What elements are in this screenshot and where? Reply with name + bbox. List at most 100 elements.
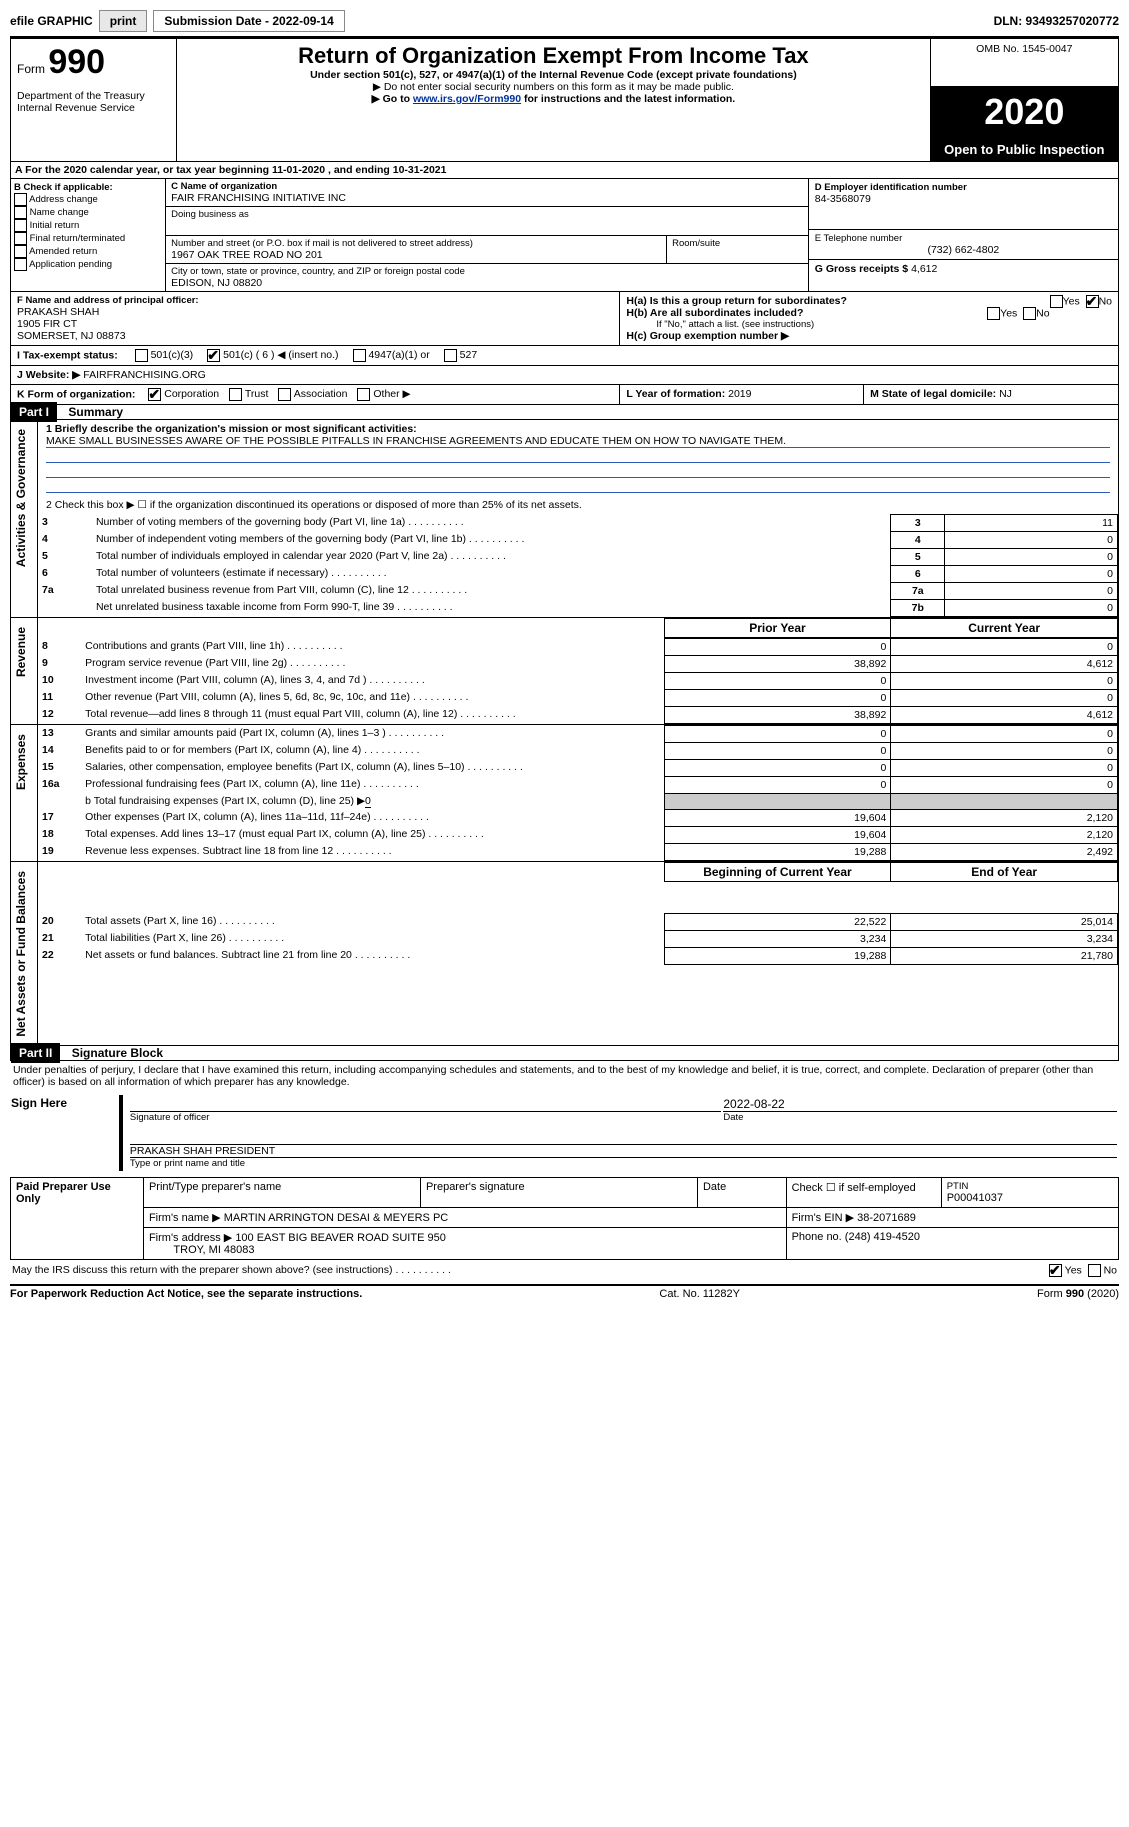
- dept1: Department of the Treasury: [17, 90, 170, 102]
- org-form-opt[interactable]: Trust: [229, 388, 268, 400]
- form-title: Return of Organization Exempt From Incom…: [183, 43, 923, 69]
- efile-label: efile GRAPHIC: [10, 14, 93, 28]
- boxb-opt[interactable]: Initial return: [14, 219, 162, 232]
- top-bar: efile GRAPHIC print Submission Date - 20…: [10, 10, 1119, 32]
- footer-left: For Paperwork Reduction Act Notice, see …: [10, 1288, 362, 1300]
- sign-here: Sign Here: [10, 1095, 121, 1171]
- form-number: 990: [48, 43, 105, 81]
- m-label: M State of legal domicile:: [870, 388, 996, 400]
- org-form-opt[interactable]: Association: [278, 388, 347, 400]
- hb-label: H(b) Are all subordinates included?: [626, 307, 803, 319]
- c-name-label: C Name of organization: [171, 181, 803, 192]
- boxb-opt[interactable]: Application pending: [14, 258, 162, 271]
- footer-cat: Cat. No. 11282Y: [659, 1288, 740, 1300]
- note-goto-pre: ▶ Go to: [372, 93, 413, 105]
- form-subtitle: Under section 501(c), 527, or 4947(a)(1)…: [183, 69, 923, 81]
- org-form-opt[interactable]: Other ▶: [357, 388, 410, 400]
- note-ssn: ▶ Do not enter social security numbers o…: [183, 81, 923, 93]
- firm-phone-lbl: Phone no.: [792, 1231, 842, 1243]
- cy-label: Current Year: [891, 618, 1118, 637]
- j-label: J Website: ▶: [17, 369, 80, 381]
- part1-title: Summary: [60, 405, 123, 419]
- prep-h1: Preparer's signature: [420, 1178, 697, 1208]
- firm-phone: (248) 419-4520: [845, 1231, 920, 1243]
- sig-officer-lbl: Signature of officer: [130, 1112, 721, 1123]
- py-label: Prior Year: [664, 618, 891, 637]
- org-form-opt[interactable]: Corporation: [148, 388, 219, 400]
- officer-name: PRAKASH SHAH: [17, 306, 613, 318]
- omb: OMB No. 1545-0047: [930, 39, 1118, 87]
- footer-right: Form 990 (2020): [1037, 1288, 1119, 1300]
- city-label: City or town, state or province, country…: [171, 266, 803, 277]
- self-emp: Check ☐ if self-employed: [786, 1178, 941, 1208]
- ptin-lbl: PTIN: [947, 1181, 1113, 1192]
- l-label: L Year of formation:: [626, 388, 725, 400]
- note-goto-post: for instructions and the latest informat…: [521, 93, 735, 105]
- boxb-opt[interactable]: Name change: [14, 206, 162, 219]
- gov-label: Activities & Governance: [12, 421, 30, 575]
- g-label: G Gross receipts $: [815, 263, 908, 275]
- tax-status-opt[interactable]: 527: [444, 349, 477, 361]
- irs-link[interactable]: www.irs.gov/Form990: [413, 93, 521, 105]
- sig-date: 2022-08-22: [723, 1097, 1117, 1111]
- firm-ein-lbl: Firm's EIN ▶: [792, 1212, 855, 1224]
- street-address: 1967 OAK TREE ROAD NO 201: [171, 249, 661, 261]
- state-domicile: NJ: [999, 388, 1012, 400]
- tax-status-opt[interactable]: 501(c)(3): [135, 349, 194, 361]
- gross-receipts: 4,612: [911, 263, 937, 275]
- i-label: I Tax-exempt status:: [17, 349, 118, 361]
- officer-typed-lbl: Type or print name and title: [130, 1157, 1117, 1169]
- sig-date-lbl: Date: [723, 1112, 1117, 1123]
- boy-label: Beginning of Current Year: [664, 862, 891, 881]
- dept2: Internal Revenue Service: [17, 102, 170, 114]
- k-label: K Form of organization:: [17, 388, 135, 400]
- ptin: P00041037: [947, 1192, 1113, 1204]
- eoy-label: End of Year: [891, 862, 1118, 881]
- officer-addr1: 1905 FIR CT: [17, 318, 613, 330]
- city-state-zip: EDISON, NJ 08820: [171, 277, 803, 289]
- prep-h0: Print/Type preparer's name: [143, 1178, 420, 1208]
- submission-date: Submission Date - 2022-09-14: [153, 10, 344, 32]
- tax-status-opt[interactable]: 4947(a)(1) or: [353, 349, 430, 361]
- org-name: FAIR FRANCHISING INITIATIVE INC: [171, 192, 803, 204]
- line-a: A For the 2020 calendar year, or tax yea…: [10, 162, 1119, 178]
- penalty-text: Under penalties of perjury, I declare th…: [10, 1061, 1119, 1091]
- boxb-opt[interactable]: Amended return: [14, 245, 162, 258]
- room-label: Room/suite: [667, 235, 808, 263]
- boxb-opt[interactable]: Final return/terminated: [14, 232, 162, 245]
- part1-label: Part I: [11, 402, 57, 422]
- firm-addr-lbl: Firm's address ▶: [149, 1232, 232, 1244]
- firm-addr1: 100 EAST BIG BEAVER ROAD SUITE 950: [235, 1232, 446, 1244]
- firm-lbl: Firm's name ▶: [149, 1212, 221, 1224]
- form-header: Form 990 Return of Organization Exempt F…: [10, 38, 1119, 162]
- tax-year: 2020: [930, 86, 1118, 137]
- line2: 2 Check this box ▶ ☐ if the organization…: [38, 496, 1119, 514]
- part2-title: Signature Block: [64, 1046, 163, 1060]
- firm-ein: 38-2071689: [857, 1212, 916, 1224]
- ein: 84-3568079: [815, 193, 1112, 205]
- boxb-opt[interactable]: Address change: [14, 193, 162, 206]
- open-public: Open to Public Inspection: [930, 137, 1118, 161]
- tax-status-opt[interactable]: 501(c) ( 6 ) ◀ (insert no.): [207, 349, 338, 361]
- ein-label: D Employer identification number: [815, 182, 1112, 193]
- hb-note: If "No," attach a list. (see instruction…: [626, 319, 1112, 330]
- prep-h2: Date: [697, 1178, 786, 1208]
- print-button[interactable]: print: [99, 10, 148, 32]
- exp-label: Expenses: [12, 726, 30, 798]
- net-label: Net Assets or Fund Balances: [12, 863, 30, 1045]
- mission-q: 1 Briefly describe the organization's mi…: [46, 423, 1110, 435]
- paid-preparer-label: Paid Preparer Use Only: [11, 1178, 144, 1260]
- website: FAIRFRANCHISING.ORG: [83, 369, 206, 381]
- firm-addr2: TROY, MI 48083: [173, 1244, 254, 1256]
- hc-label: H(c) Group exemption number ▶: [626, 330, 1112, 342]
- discuss-no-check[interactable]: [1088, 1264, 1101, 1277]
- box-b-title: B Check if applicable:: [14, 182, 162, 193]
- officer-typed: PRAKASH SHAH PRESIDENT: [130, 1145, 1117, 1157]
- discuss-q: May the IRS discuss this return with the…: [12, 1264, 393, 1276]
- mission-text: MAKE SMALL BUSINESSES AWARE OF THE POSSI…: [46, 435, 1110, 448]
- discuss-yes-check[interactable]: [1049, 1264, 1062, 1277]
- phone: (732) 662-4802: [815, 244, 1112, 256]
- rev-label: Revenue: [12, 619, 30, 685]
- year-formation: 2019: [728, 388, 751, 400]
- addr-label: Number and street (or P.O. box if mail i…: [171, 238, 661, 249]
